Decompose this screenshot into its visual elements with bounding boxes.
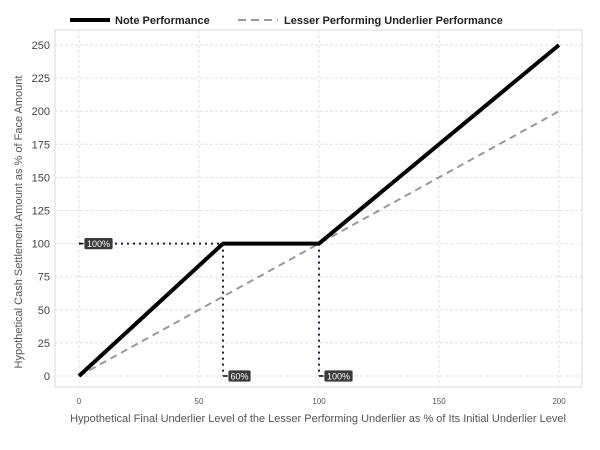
x-tick-label: 200 <box>552 397 566 406</box>
y-tick-label: 225 <box>32 73 50 85</box>
callout-label: 100% <box>79 237 114 251</box>
y-axis-title: Hypothetical Cash Settlement Amount as %… <box>13 76 25 369</box>
x-tick-label: 100 <box>312 397 326 406</box>
callout-text: 60% <box>230 372 248 382</box>
grid <box>55 30 582 387</box>
x-tick-label: 0 <box>77 397 82 406</box>
callout-text: 100% <box>327 372 350 382</box>
callout-box <box>83 237 114 251</box>
y-tick-label: 125 <box>32 206 50 218</box>
legend-label-note-performance: Note Performance <box>115 15 210 27</box>
x-tick-label: 50 <box>195 397 204 406</box>
x-tick-label: 150 <box>432 397 446 406</box>
series-note-performance <box>77 43 561 378</box>
y-tick-label: 175 <box>32 139 50 151</box>
y-tick-label: 250 <box>32 40 50 52</box>
series-underlier-performance <box>78 110 560 377</box>
legend-label-underlier-performance: Lesser Performing Underlier Performance <box>284 15 503 27</box>
y-tick-label: 25 <box>38 338 50 350</box>
plot-panel <box>54 29 583 388</box>
callout-box <box>227 369 252 383</box>
callout-box <box>323 369 354 383</box>
y-tick-label: 150 <box>32 172 50 184</box>
callout-label: 100% <box>319 369 354 383</box>
y-tick-label: 100 <box>32 239 50 251</box>
legend: Note Performance Lesser Performing Under… <box>70 15 503 27</box>
x-axis-title: Hypothetical Final Underlier Level of th… <box>70 413 566 425</box>
y-tick-label: 200 <box>32 106 50 118</box>
y-tick-label: 0 <box>44 371 50 383</box>
y-tick-label: 75 <box>38 272 50 284</box>
annotations: 100% 60% 100% <box>79 237 354 383</box>
y-tick-label: 50 <box>38 305 50 317</box>
axis-ticks: 0 25 50 75 100 125 150 175 200 225 250 0 50 100 150 200 <box>32 40 567 406</box>
callout-label: 60% <box>223 369 252 383</box>
callout-text: 100% <box>87 239 110 249</box>
series-layer <box>77 43 561 378</box>
